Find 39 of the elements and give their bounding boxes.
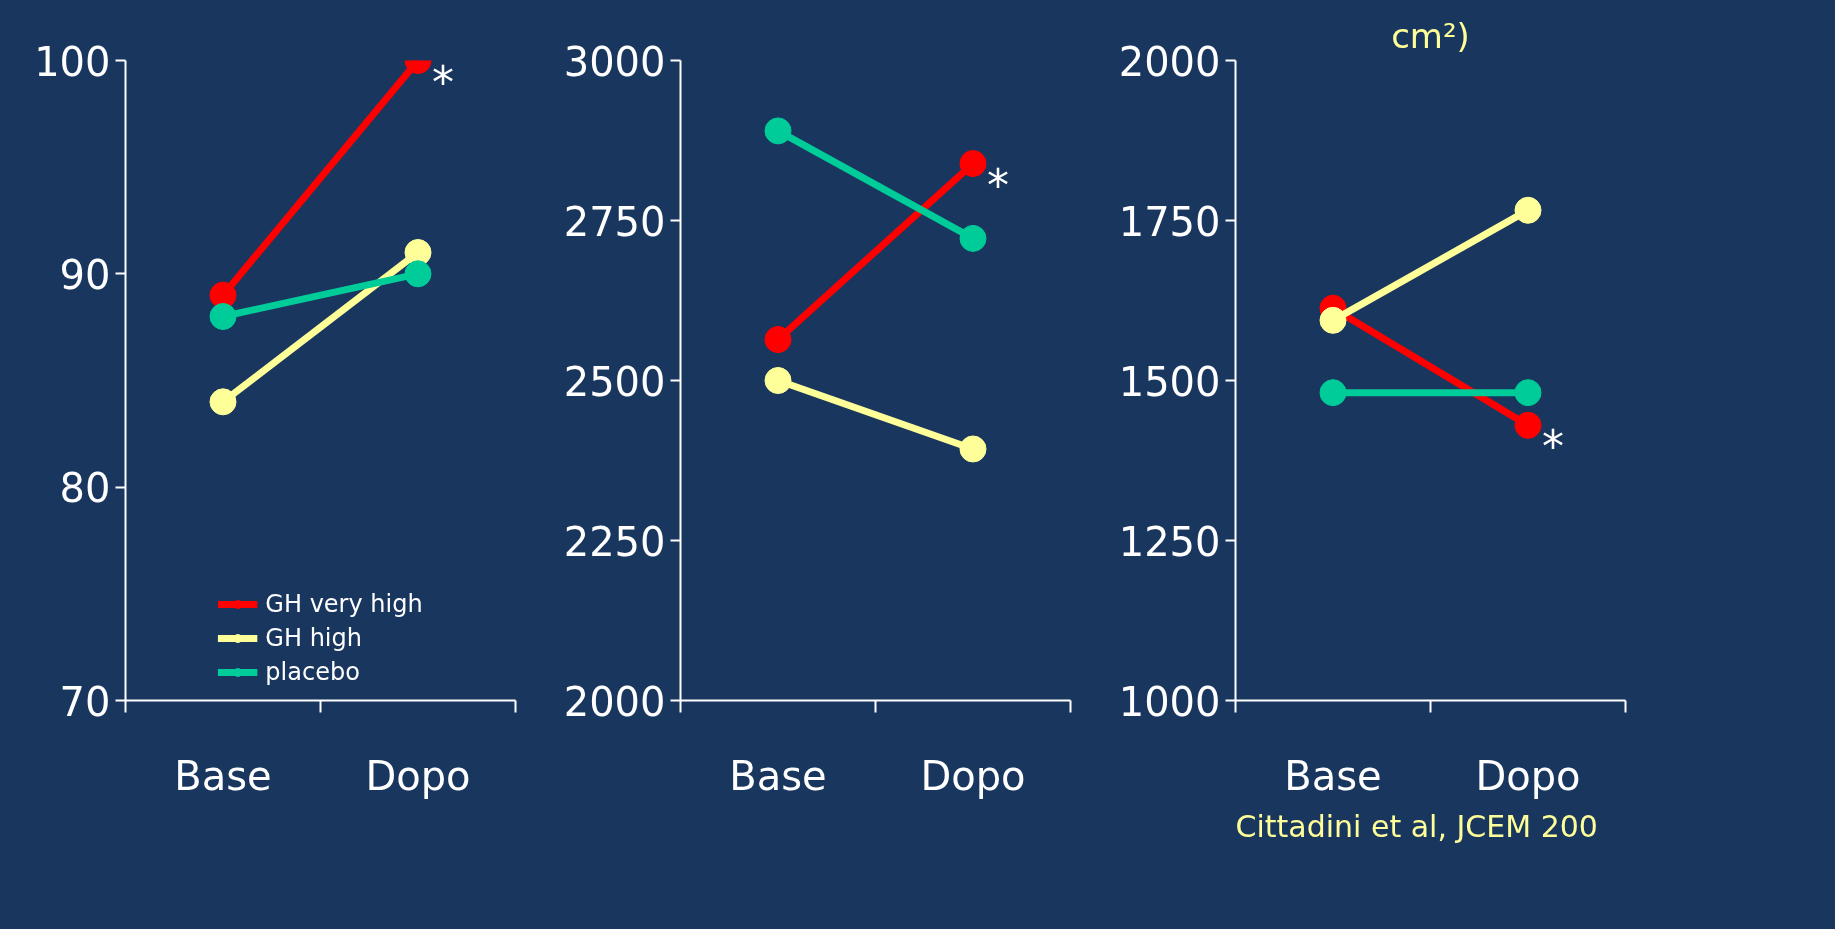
- point: [764, 117, 792, 145]
- y-tick-label: 2500: [563, 358, 666, 405]
- y-tick-label: 3000: [563, 38, 666, 85]
- y-tick-label: 100: [34, 38, 111, 85]
- annotation: *: [432, 56, 454, 108]
- point: [959, 435, 987, 463]
- x-tick-label: Base: [729, 752, 827, 799]
- point: [1514, 379, 1542, 407]
- y-tick-label: 2250: [563, 518, 666, 565]
- point: [764, 367, 792, 394]
- y-tick-label: 80: [59, 465, 111, 512]
- point: [959, 150, 987, 178]
- y-tick-label: 2750: [563, 198, 666, 245]
- point: [1514, 411, 1542, 439]
- x-tick-label: Dopo: [920, 752, 1026, 799]
- text: Cittadini et al, JCEM 200: [1235, 808, 1598, 844]
- y-tick-label: 1250: [1118, 518, 1221, 565]
- point: [1319, 379, 1347, 407]
- point: [959, 224, 987, 252]
- y-tick-label: 1000: [1118, 678, 1221, 725]
- legend-label: GH very high: [265, 590, 423, 618]
- x-tick-label: Base: [174, 752, 272, 799]
- y-tick-label: 1750: [1118, 198, 1221, 245]
- annotation: *: [1542, 421, 1564, 473]
- legend-label: placebo: [265, 658, 360, 686]
- x-tick-label: Dopo: [1475, 752, 1581, 799]
- y-tick-label: 70: [59, 678, 111, 725]
- chart-title: cm²): [1391, 15, 1470, 56]
- point: [1319, 306, 1347, 334]
- y-tick-label: 2000: [563, 678, 666, 725]
- x-tick-label: Base: [1284, 752, 1382, 799]
- x-tick-label: Dopo: [365, 752, 471, 799]
- legend-label: GH high: [265, 624, 362, 652]
- point: [1514, 196, 1542, 224]
- y-tick-label: 90: [59, 251, 111, 298]
- point: [764, 326, 792, 354]
- annotation: *: [987, 159, 1009, 211]
- y-tick-label: 2000: [1118, 38, 1221, 85]
- y-tick-label: 1500: [1118, 358, 1221, 405]
